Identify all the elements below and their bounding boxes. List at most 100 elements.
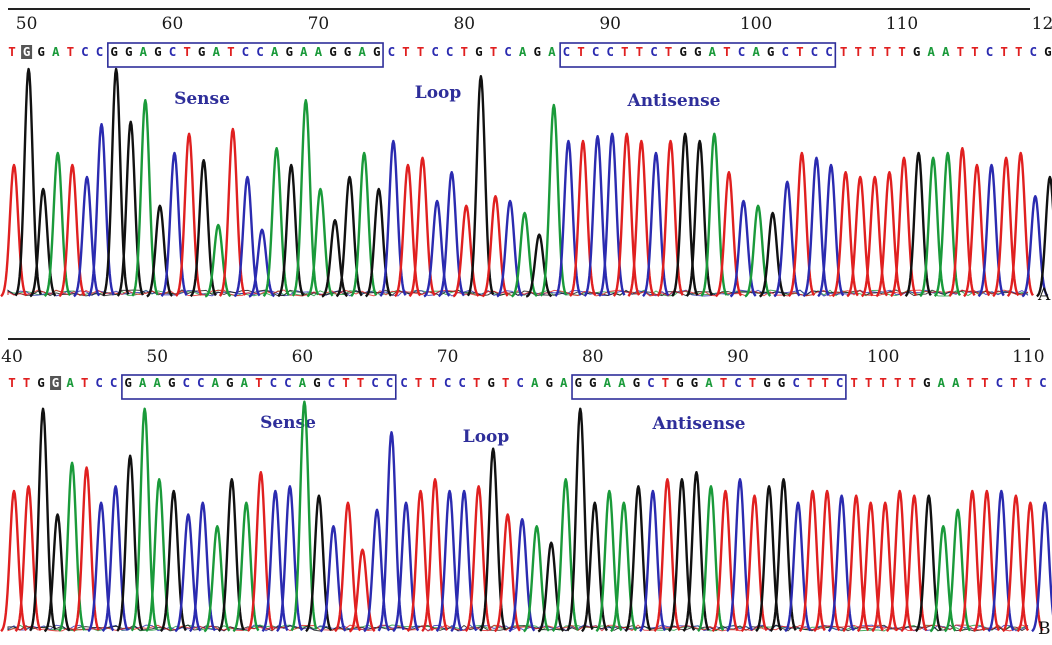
trace-peak [508, 518, 536, 633]
base-call: G [475, 44, 483, 59]
trace-peak [1036, 175, 1052, 298]
region-label-antisense: Antisense [627, 91, 721, 111]
trace-peak [58, 163, 86, 298]
trace-peak [885, 489, 913, 633]
trace-peak [875, 171, 903, 298]
base-call: C [81, 44, 89, 59]
position-tick-label: 80 [453, 14, 475, 34]
trace-peak [598, 132, 626, 297]
base-call: A [212, 375, 220, 390]
base-call: C [734, 375, 742, 390]
base-call: T [884, 44, 892, 59]
base-call: C [647, 375, 655, 390]
base-call: C [169, 44, 177, 59]
trace-peak [642, 151, 670, 298]
base-call: T [227, 44, 235, 59]
base-call: C [458, 375, 466, 390]
base-call: C [256, 44, 264, 59]
base-call: C [431, 44, 439, 59]
base-call: G [168, 375, 176, 390]
trace-peak [711, 489, 739, 633]
base-call: G [23, 44, 31, 59]
base-call: A [548, 44, 556, 59]
base-call: A [140, 44, 148, 59]
trace-peak [43, 513, 71, 633]
trace-peak [759, 211, 786, 298]
trace-peak [612, 132, 641, 297]
base-call: T [183, 44, 191, 59]
trace-peak [802, 156, 830, 298]
base-call: G [913, 44, 921, 59]
base-call: A [358, 44, 366, 59]
base-call: T [1025, 375, 1033, 390]
base-call: C [650, 44, 658, 59]
base-call: G [1044, 44, 1052, 59]
base-call: G [198, 44, 206, 59]
position-tick-label: 120 [1032, 14, 1052, 34]
trace-peak [668, 478, 696, 632]
trace-peak [639, 489, 667, 633]
base-call: T [461, 44, 469, 59]
trace-peak [394, 163, 422, 298]
position-tick-label: 110 [1012, 347, 1044, 367]
base-call: C [242, 44, 250, 59]
trace-peak [525, 233, 553, 298]
trace-peak [379, 139, 407, 297]
sequence-box-antisense [559, 42, 837, 68]
base-call: G [124, 375, 132, 390]
trace-peak [624, 485, 652, 633]
trace-peak [365, 187, 392, 298]
region-label-loop: Loop [415, 83, 462, 103]
position-tick-label: 50 [16, 14, 38, 34]
trace-peak [101, 485, 129, 633]
base-call: A [519, 44, 527, 59]
trace-peak [87, 501, 115, 633]
position-tick-label: 60 [162, 14, 184, 34]
trace-peak [43, 151, 72, 298]
trace-peak [581, 501, 608, 633]
trace-peak [392, 501, 420, 633]
base-call: T [869, 44, 877, 59]
base-call: C [606, 44, 614, 59]
base-call: G [545, 375, 553, 390]
trace-peak [363, 508, 391, 633]
base-call: A [952, 375, 960, 390]
trace-peak [817, 163, 845, 298]
trace-peak [1016, 501, 1044, 633]
base-call: A [531, 375, 539, 390]
base-call: C [1030, 44, 1038, 59]
region-label-sense: Sense [174, 89, 230, 109]
base-call: C [811, 44, 819, 59]
region-label-sense: Sense [260, 413, 316, 433]
highlighted-base-marker [50, 376, 62, 390]
base-call: T [415, 375, 423, 390]
base-call: T [720, 375, 728, 390]
trace-peak [246, 471, 275, 632]
trace-peak [729, 199, 757, 298]
base-call: A [271, 44, 279, 59]
base-call: T [850, 375, 858, 390]
trace-peak [537, 541, 565, 633]
base-call: A [705, 375, 713, 390]
trace-peak [846, 175, 874, 298]
base-call: A [300, 44, 308, 59]
trace-peak [977, 163, 1005, 298]
base-call: G [763, 375, 771, 390]
base-call: T [342, 375, 350, 390]
trace-peak [406, 489, 434, 633]
position-tick-label: 110 [886, 14, 918, 34]
base-call: T [908, 375, 916, 390]
base-call: A [66, 375, 74, 390]
trace-peak [827, 494, 855, 633]
base-call: T [8, 375, 16, 390]
trace-peak [1031, 501, 1052, 633]
base-call: C [182, 375, 190, 390]
trace-peak [656, 139, 684, 297]
trace-peak [929, 525, 957, 633]
base-call: A [618, 375, 626, 390]
base-call: C [386, 375, 394, 390]
base-call: A [560, 375, 568, 390]
trace-peak [554, 139, 582, 297]
base-call: A [315, 44, 323, 59]
base-call: T [473, 375, 481, 390]
